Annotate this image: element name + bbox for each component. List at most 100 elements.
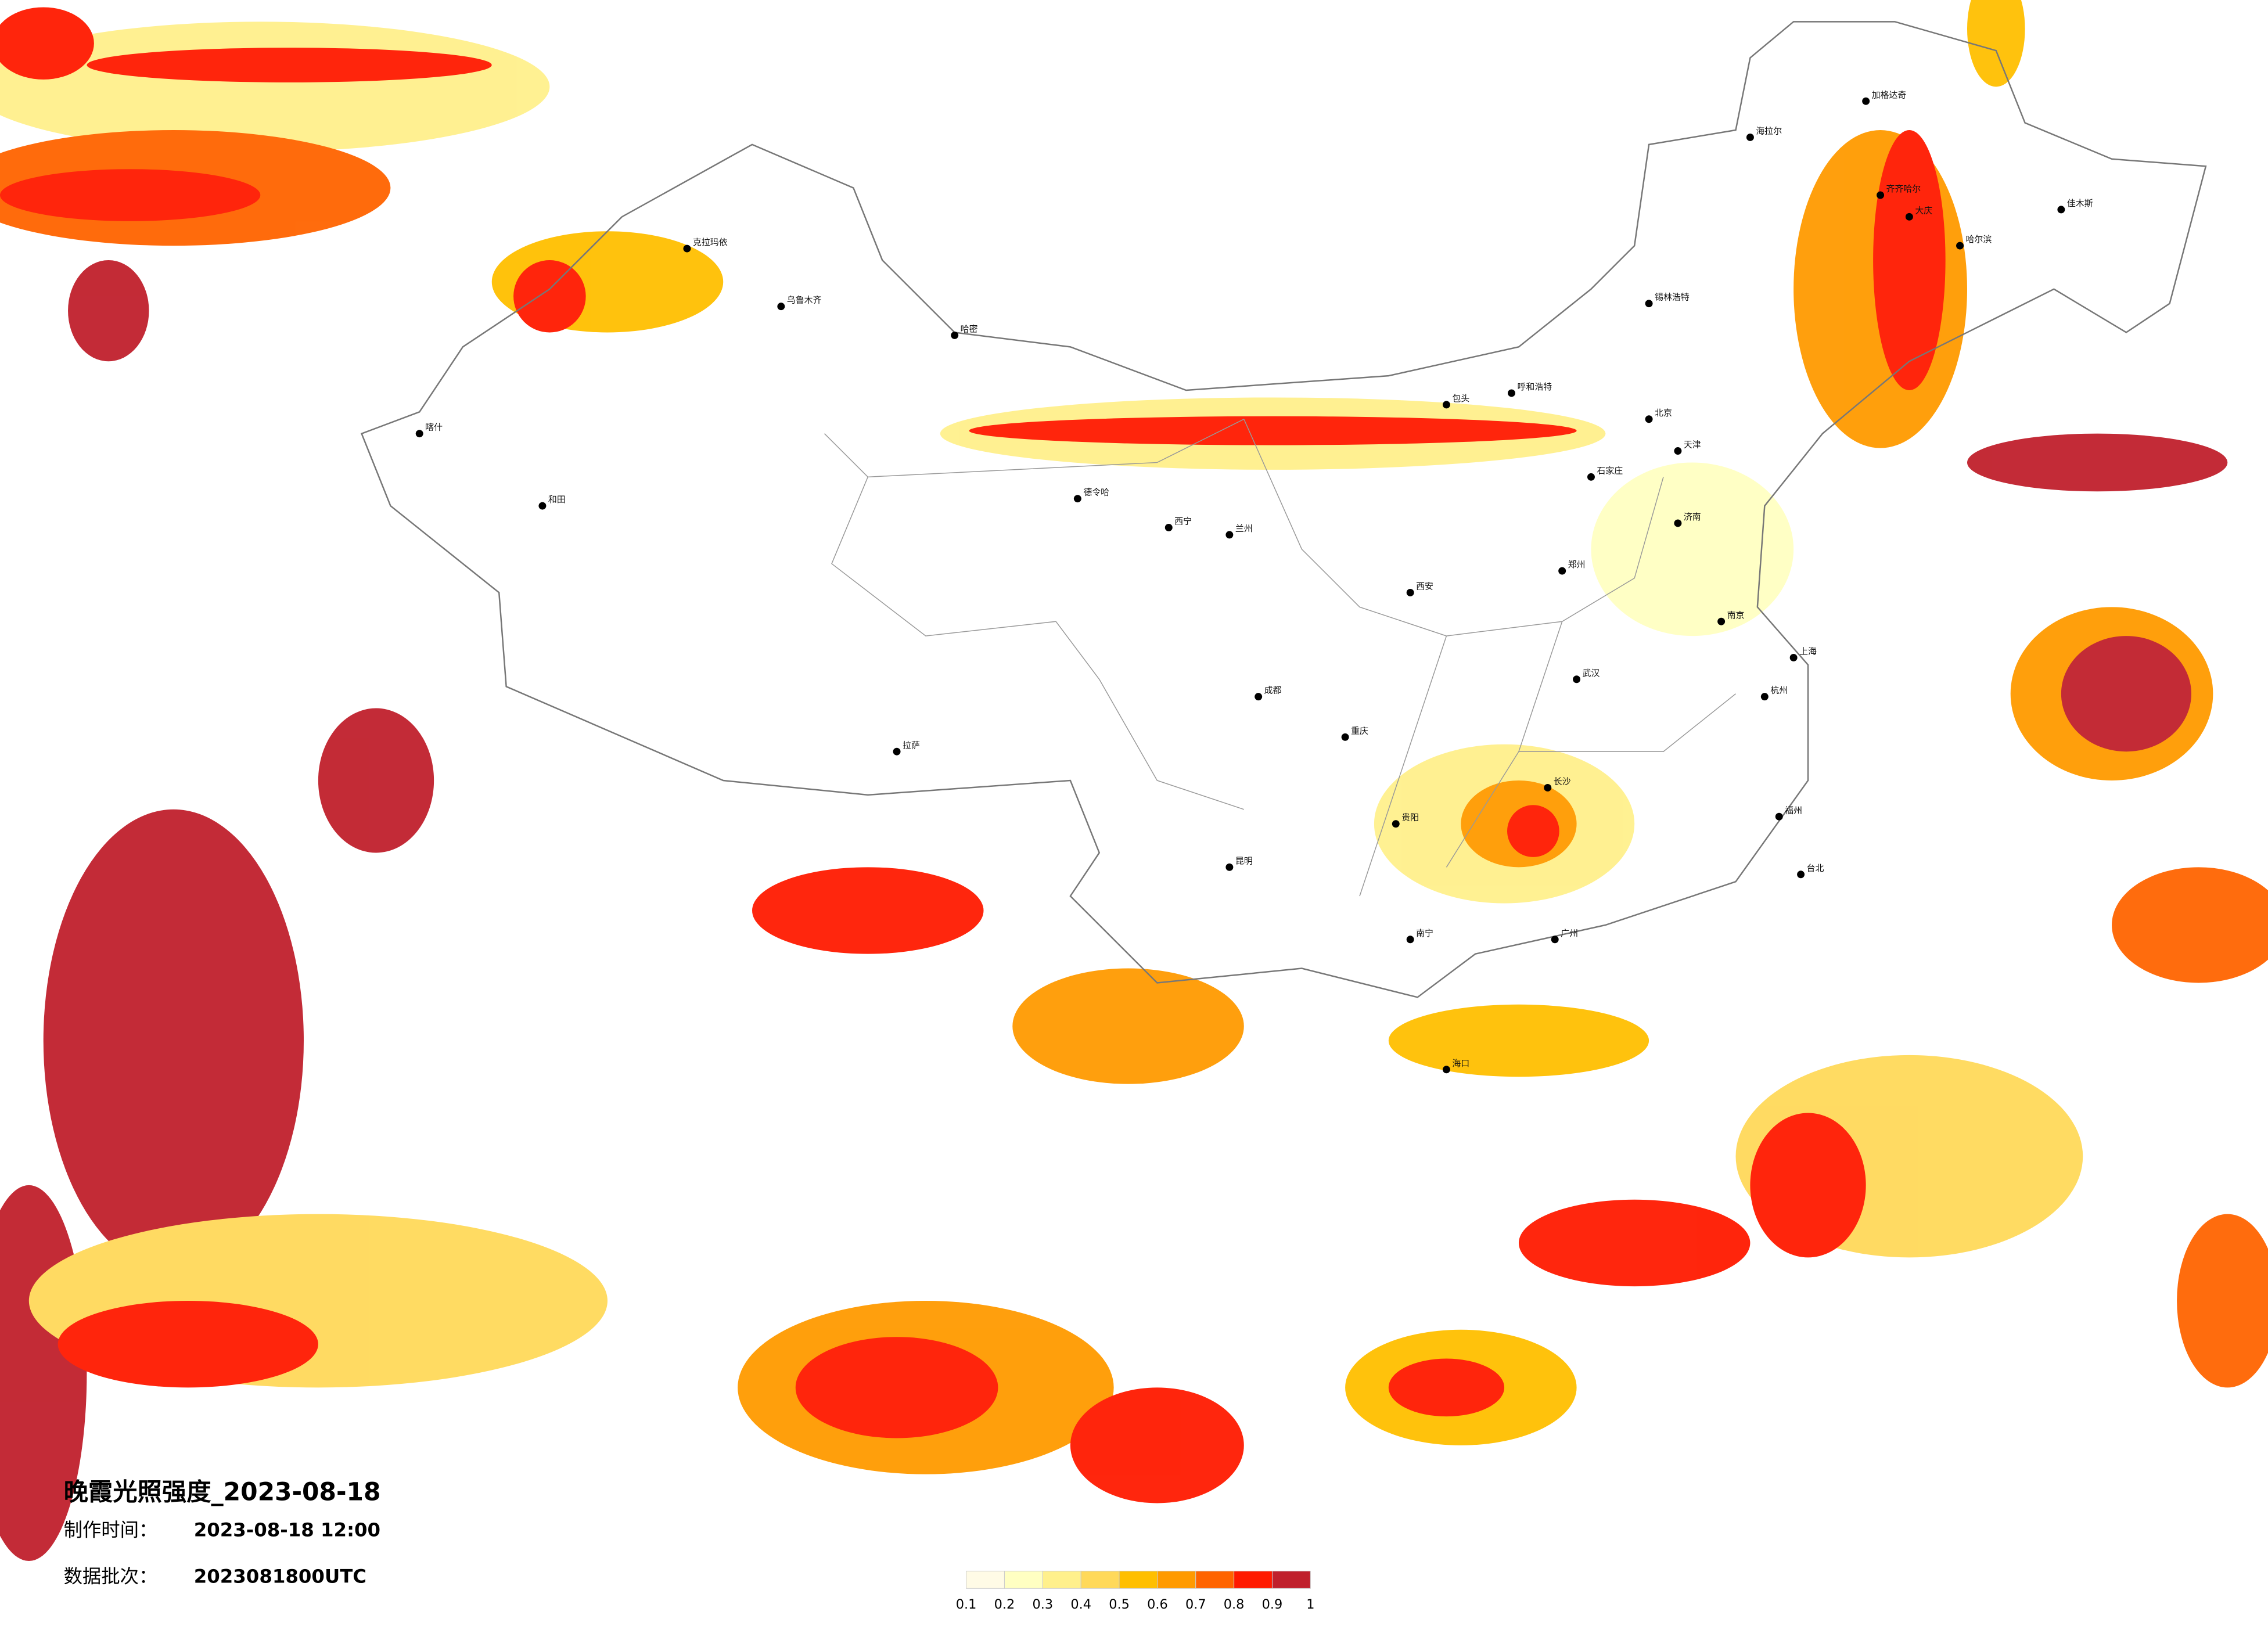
city-label: 西宁: [1174, 516, 1192, 526]
legend-tick-label: 1: [1306, 1597, 1314, 1612]
legend-tick-label: 0.8: [1224, 1597, 1245, 1612]
city-label: 兰州: [1235, 523, 1253, 534]
city-label: 哈密: [961, 323, 978, 334]
legend-tick-label: 0.1: [956, 1597, 977, 1612]
city-dot: [1956, 242, 1964, 250]
city-label: 郑州: [1568, 559, 1586, 570]
legend-tick-label: 0.5: [1109, 1597, 1130, 1612]
legend: 0.1 0.2 0.3 0.4 0.5 0.6 0.7 0.8 0.9 1: [956, 1570, 1314, 1612]
city-label: 武汉: [1583, 668, 1600, 678]
city-label: 福州: [1785, 805, 1802, 815]
city-label: 杭州: [1770, 685, 1788, 696]
legend-swatch: [1080, 1570, 1120, 1589]
country-outline: [360, 21, 2207, 998]
legend-swatch: [1004, 1570, 1043, 1589]
city-label: 长沙: [1554, 776, 1571, 786]
city-dot: [1164, 523, 1173, 531]
city-label: 北京: [1655, 408, 1672, 418]
legend-swatch: [1195, 1570, 1235, 1589]
city-dot: [1508, 389, 1515, 397]
city-label: 佳木斯: [2067, 198, 2093, 208]
city-label: 石家庄: [1597, 465, 1623, 476]
city-dot: [1862, 97, 1870, 105]
made-time-label: 制作时间：: [64, 1519, 158, 1541]
city-label: 喀什: [425, 422, 443, 433]
city-dot: [777, 303, 785, 311]
city-dot: [1406, 588, 1414, 596]
city-label: 德令哈: [1083, 487, 1109, 498]
city-label: 克拉玛依: [693, 237, 728, 247]
legend-tick-label: 0.3: [1033, 1597, 1054, 1612]
city-label: 贵阳: [1401, 812, 1419, 823]
city-dot: [1225, 863, 1234, 871]
city-dot: [1225, 531, 1234, 539]
city-label: 重庆: [1351, 725, 1368, 736]
city-dot: [683, 244, 691, 253]
city-dot: [1797, 870, 1805, 879]
city-dot: [1645, 415, 1653, 423]
city-label: 拉萨: [903, 740, 920, 750]
city-label: 乌鲁木齐: [787, 295, 822, 305]
city-label: 锡林浩特: [1655, 292, 1690, 303]
province-lines: [824, 419, 1736, 897]
city-dot: [2057, 206, 2065, 214]
title: 晚霞光照强度_2023-08-18: [64, 1477, 381, 1506]
city-dot: [1905, 213, 1913, 221]
batch: 2023081800UTC: [194, 1565, 366, 1587]
city-dot: [1789, 653, 1798, 661]
city-label: 台北: [1807, 863, 1824, 873]
legend-swatch: [966, 1570, 1005, 1589]
city-dot: [1392, 820, 1400, 828]
city-label: 哈尔滨: [1965, 234, 1992, 244]
city-label: 呼和浩特: [1517, 382, 1552, 392]
city-label: 南京: [1727, 610, 1745, 620]
city-dot: [1442, 401, 1450, 409]
legend-tick-label: 0.6: [1147, 1597, 1168, 1612]
made-time: 2023-08-18 12:00: [194, 1519, 380, 1541]
city-dot: [1073, 495, 1081, 503]
legend-tick-label: 0.2: [994, 1597, 1015, 1612]
city-label: 南宁: [1416, 928, 1433, 938]
city-label: 成都: [1264, 685, 1282, 696]
city-dot: [1717, 617, 1726, 625]
city-label: 广州: [1561, 928, 1578, 938]
city-label: 和田: [548, 494, 566, 505]
city-dot: [1255, 693, 1263, 701]
city-dot: [538, 502, 547, 510]
legend-tick-label: 0.9: [1262, 1597, 1283, 1612]
legend-tick-label: 0.4: [1070, 1597, 1091, 1612]
city-dot: [893, 747, 901, 756]
city-label: 大庆: [1915, 205, 1932, 215]
legend-swatch: [1234, 1570, 1273, 1589]
city-dot: [1746, 133, 1754, 141]
legend-swatch: [1271, 1570, 1311, 1589]
city-dot: [1775, 812, 1783, 821]
city-dot: [1674, 447, 1682, 455]
city-dot: [1558, 567, 1566, 575]
city-dot: [1573, 675, 1581, 684]
city-label: 济南: [1684, 512, 1701, 522]
city-label: 加格达奇: [1872, 89, 1907, 100]
legend-swatch: [1042, 1570, 1081, 1589]
batch-label: 数据批次：: [64, 1565, 158, 1587]
city-label: 海拉尔: [1756, 125, 1782, 136]
city-label: 昆明: [1235, 855, 1253, 866]
city-dot: [1341, 733, 1349, 741]
city-dot: [1442, 1066, 1450, 1074]
city-label: 西安: [1416, 581, 1433, 591]
city-dot: [1674, 519, 1682, 527]
city-label: 上海: [1799, 646, 1817, 656]
city-dot: [1406, 936, 1414, 944]
city-label: 天津: [1684, 440, 1701, 450]
city-dot: [1551, 936, 1559, 944]
city-dot: [1760, 693, 1769, 701]
city-dot: [1587, 473, 1595, 481]
city-label: 齐齐哈尔: [1886, 184, 1921, 194]
heat-field: [0, 0, 2268, 1561]
legend-swatch: [1157, 1570, 1196, 1589]
city-dot: [1877, 191, 1885, 199]
city-label: 海口: [1452, 1058, 1469, 1069]
city-dot: [1544, 783, 1552, 792]
